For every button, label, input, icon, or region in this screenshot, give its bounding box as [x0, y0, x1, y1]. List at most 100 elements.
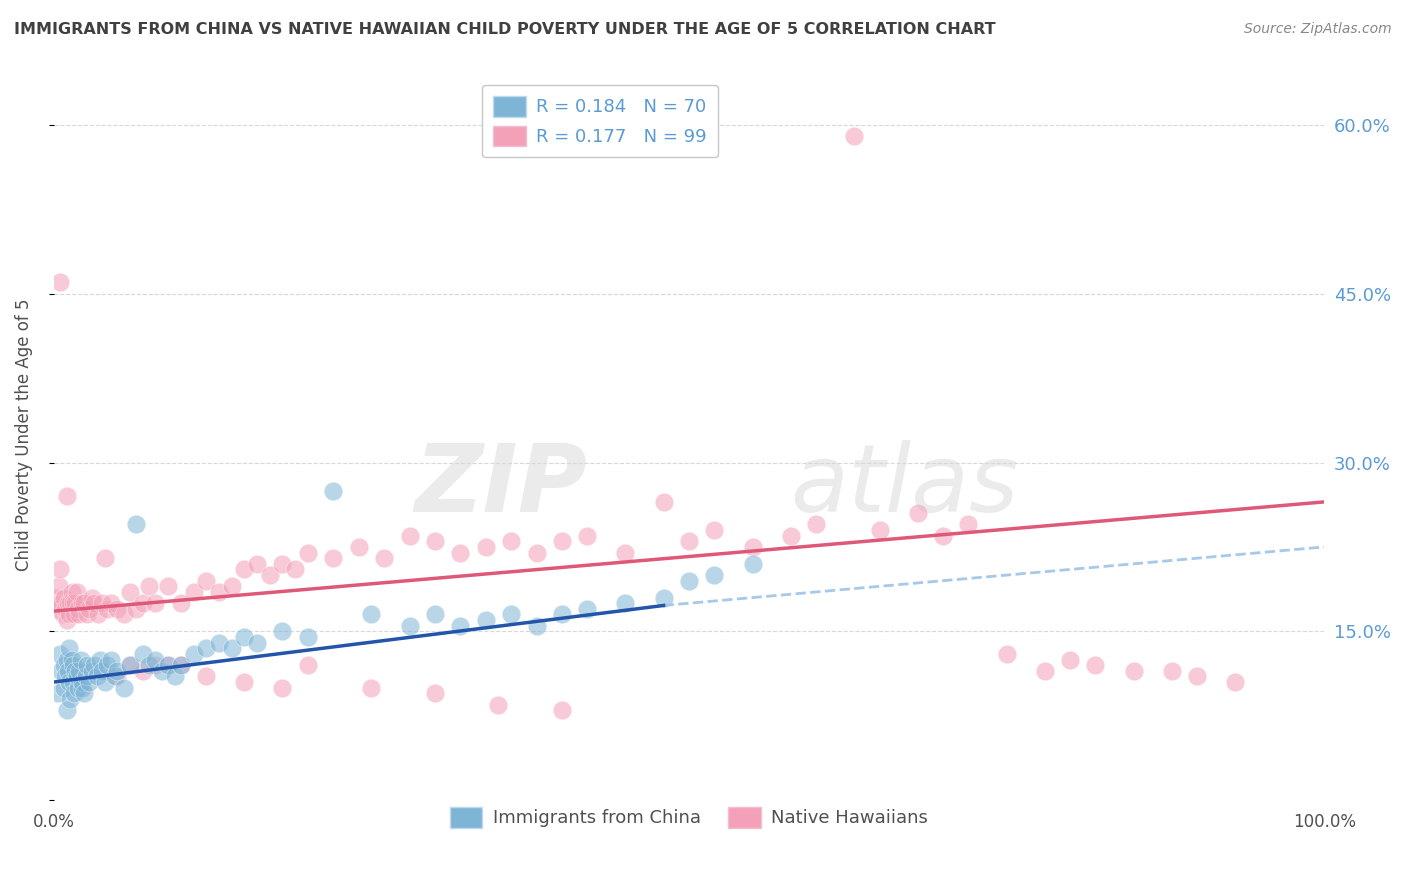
Point	[65, 664, 87, 678]
Point	[59, 692, 82, 706]
Point	[526, 545, 548, 559]
Point	[995, 647, 1018, 661]
Point	[51, 664, 73, 678]
Y-axis label: Child Poverty Under the Age of 5: Child Poverty Under the Age of 5	[15, 298, 32, 571]
Point	[208, 635, 231, 649]
Point	[1122, 664, 1144, 678]
Point	[125, 517, 148, 532]
Point	[46, 686, 69, 700]
Point	[284, 562, 307, 576]
Point	[157, 579, 180, 593]
Point	[297, 630, 319, 644]
Point	[474, 613, 496, 627]
Point	[576, 602, 599, 616]
Point	[60, 585, 83, 599]
Point	[83, 596, 105, 610]
Point	[271, 557, 294, 571]
Point	[80, 591, 103, 605]
Point	[741, 557, 763, 571]
Point	[678, 574, 700, 588]
Point	[132, 664, 155, 678]
Point	[551, 703, 574, 717]
Point	[67, 664, 90, 678]
Point	[53, 658, 76, 673]
Point	[100, 596, 122, 610]
Point	[297, 545, 319, 559]
Point	[157, 658, 180, 673]
Point	[170, 658, 193, 673]
Point	[779, 529, 801, 543]
Point	[145, 658, 167, 673]
Point	[488, 698, 510, 712]
Point	[67, 607, 90, 622]
Point	[46, 602, 69, 616]
Point	[48, 579, 70, 593]
Text: ZIP: ZIP	[415, 440, 588, 532]
Point	[66, 602, 89, 616]
Point	[614, 596, 637, 610]
Point	[449, 618, 471, 632]
Point	[96, 658, 118, 673]
Point	[55, 652, 77, 666]
Point	[125, 602, 148, 616]
Point	[741, 540, 763, 554]
Point	[73, 596, 96, 610]
Point	[52, 607, 75, 622]
Point	[259, 568, 281, 582]
Point	[53, 681, 76, 695]
Point	[63, 607, 86, 622]
Point	[195, 641, 218, 656]
Point	[60, 652, 83, 666]
Point	[49, 647, 72, 661]
Point	[145, 596, 167, 610]
Point	[145, 652, 167, 666]
Point	[360, 681, 382, 695]
Point	[501, 534, 523, 549]
Point	[246, 557, 269, 571]
Point	[118, 658, 141, 673]
Point	[322, 483, 344, 498]
Point	[70, 596, 93, 610]
Point	[360, 607, 382, 622]
Point	[58, 641, 80, 656]
Point	[49, 562, 72, 576]
Point	[233, 630, 256, 644]
Point	[58, 675, 80, 690]
Point	[70, 681, 93, 695]
Point	[138, 579, 160, 593]
Point	[297, 658, 319, 673]
Point	[55, 489, 77, 503]
Point	[551, 607, 574, 622]
Point	[79, 675, 101, 690]
Point	[66, 585, 89, 599]
Point	[703, 568, 725, 582]
Point	[112, 681, 135, 695]
Point	[53, 602, 76, 616]
Point	[271, 624, 294, 639]
Text: IMMIGRANTS FROM CHINA VS NATIVE HAWAIIAN CHILD POVERTY UNDER THE AGE OF 5 CORREL: IMMIGRANTS FROM CHINA VS NATIVE HAWAIIAN…	[14, 22, 995, 37]
Point	[86, 669, 108, 683]
Point	[423, 534, 446, 549]
Point	[80, 664, 103, 678]
Point	[76, 658, 98, 673]
Point	[221, 641, 243, 656]
Point	[1084, 658, 1107, 673]
Point	[373, 551, 395, 566]
Point	[70, 675, 93, 690]
Point	[105, 602, 128, 616]
Point	[96, 602, 118, 616]
Point	[91, 596, 114, 610]
Point	[79, 602, 101, 616]
Point	[1059, 652, 1081, 666]
Point	[69, 652, 91, 666]
Point	[449, 545, 471, 559]
Point	[195, 574, 218, 588]
Point	[104, 669, 127, 683]
Point	[75, 669, 97, 683]
Point	[91, 664, 114, 678]
Point	[53, 591, 76, 605]
Point	[62, 596, 84, 610]
Point	[93, 675, 115, 690]
Point	[93, 551, 115, 566]
Point	[63, 686, 86, 700]
